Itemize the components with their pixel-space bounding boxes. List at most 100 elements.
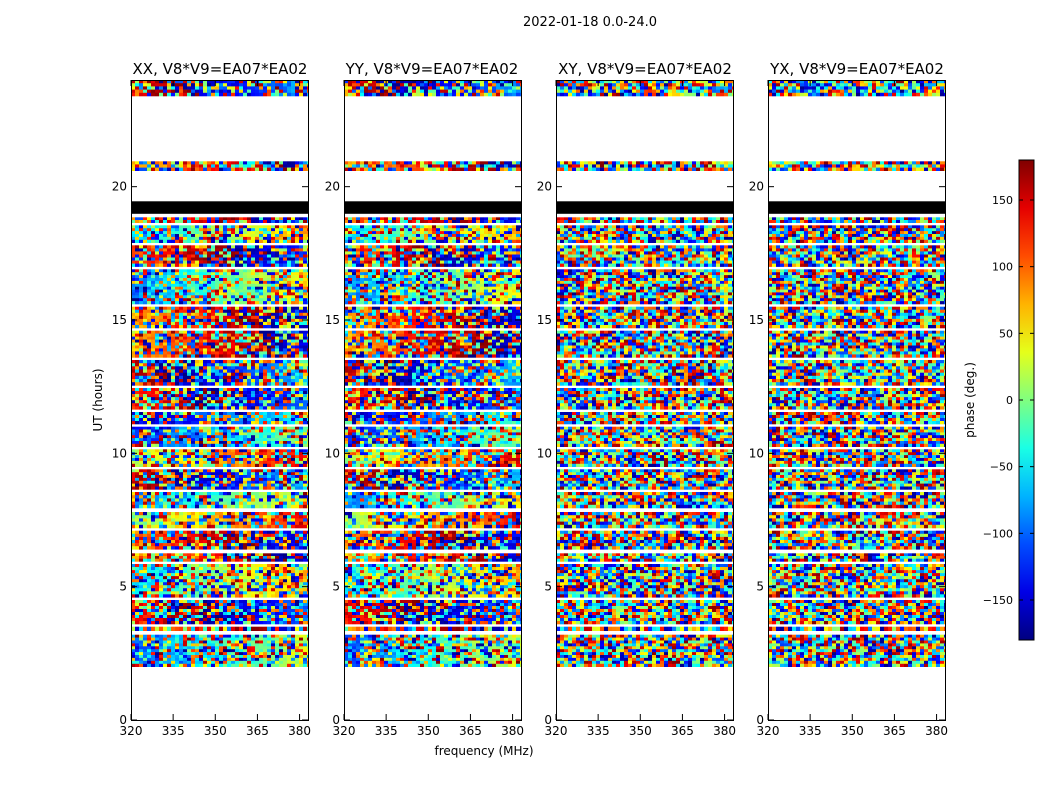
heatmap-cell [291,553,295,556]
heatmap-cell [283,394,287,397]
heatmap-cell [223,441,227,444]
heatmap-cell [135,421,139,424]
heatmap-cell [307,594,308,597]
heatmap-cell [199,421,203,424]
heatmap-cell [295,559,299,562]
heatmap-cell [267,603,271,606]
heatmap-cell [187,531,191,534]
heatmap-cell [259,325,263,328]
heatmap-cell [283,643,287,646]
heatmap-cell [295,334,299,337]
heatmap-cell [275,388,279,391]
heatmap-cell [175,441,179,444]
heatmap-cell [211,525,215,529]
heatmap-cell [151,348,155,351]
heatmap-cell [211,269,215,272]
heatmap-cell [143,635,147,638]
heatmap-cell [247,373,251,377]
heatmap-cell [247,322,251,325]
heatmap-cell [195,540,199,543]
heatmap-cell [147,394,151,397]
heatmap-cell [271,307,275,310]
heatmap-cell [279,643,283,646]
heatmap-cell [155,559,159,562]
heatmap-cell [191,472,195,475]
heatmap-cell [211,275,215,278]
heatmap-cell [271,269,275,272]
heatmap-cell [163,391,167,394]
heatmap-cell [267,512,271,516]
heatmap-cell [155,576,159,579]
heatmap-cell [151,505,155,509]
heatmap-cell [155,570,159,573]
heatmap-cell [271,418,275,421]
heatmap-cell [159,316,163,319]
heatmap-cell [191,655,195,658]
heatmap-cell [271,334,275,337]
heatmap-cell [251,388,255,391]
heatmap-cell [279,502,283,506]
heatmap-cell [199,600,203,603]
heatmap-cell [283,430,287,433]
heatmap-cell [267,403,271,406]
heatmap-cell [175,498,179,502]
heatmap-cell [191,615,195,618]
heatmap-cell [167,618,171,621]
heatmap-cell [299,502,303,506]
heatmap-cell [183,553,187,556]
heatmap-cell [231,570,235,573]
heatmap-cell [207,492,211,496]
heatmap-cell [167,658,171,661]
heatmap-cell [163,484,167,487]
heatmap-cell [283,579,287,582]
heatmap-cell [171,646,175,649]
heatmap-cell [259,348,263,351]
heatmap-cell [295,351,299,354]
heatmap-cell [211,621,215,624]
heatmap-cell [155,498,159,502]
heatmap-cell [271,487,275,490]
heatmap-cell [219,537,223,540]
heatmap-cell [151,340,155,343]
heatmap-cell [183,540,187,543]
heatmap-cell [259,564,263,567]
heatmap-cell [227,281,231,284]
heatmap-cell [171,316,175,319]
heatmap-cell [239,441,243,444]
heatmap-cell [187,664,191,667]
heatmap-cell [219,421,223,424]
heatmap-cell [155,502,159,506]
heatmap-cell [215,316,219,319]
heatmap-cell [299,664,303,667]
heatmap-cell [215,531,219,534]
heatmap-cell [147,534,151,537]
heatmap-cell [227,658,231,661]
heatmap-cell [171,334,175,337]
heatmap-cell [307,458,308,461]
heatmap-cell [239,421,243,424]
heatmap-cell [219,382,223,386]
heatmap-cell [279,556,283,559]
heatmap-cell [247,556,251,559]
heatmap-cell [275,664,279,667]
heatmap-cell [263,582,267,585]
heatmap-cell [171,594,175,597]
heatmap-cell [151,418,155,421]
heatmap-cell [295,621,299,624]
heatmap-cell [187,316,191,319]
heatmap-cell [187,334,191,337]
heatmap-cell [171,652,175,655]
heatmap-cell [211,649,215,652]
heatmap-cell [255,343,259,346]
heatmap-cell [171,472,175,475]
heatmap-cell [199,495,203,499]
heatmap-cell [167,313,171,316]
heatmap-cell [243,363,247,367]
heatmap-cell [139,649,143,652]
heatmap-cell [263,475,267,478]
heatmap-cell [263,546,267,549]
heatmap-cell [303,449,307,452]
heatmap-cell [195,570,199,573]
heatmap-cell [191,591,195,594]
heatmap-cell [203,432,207,435]
